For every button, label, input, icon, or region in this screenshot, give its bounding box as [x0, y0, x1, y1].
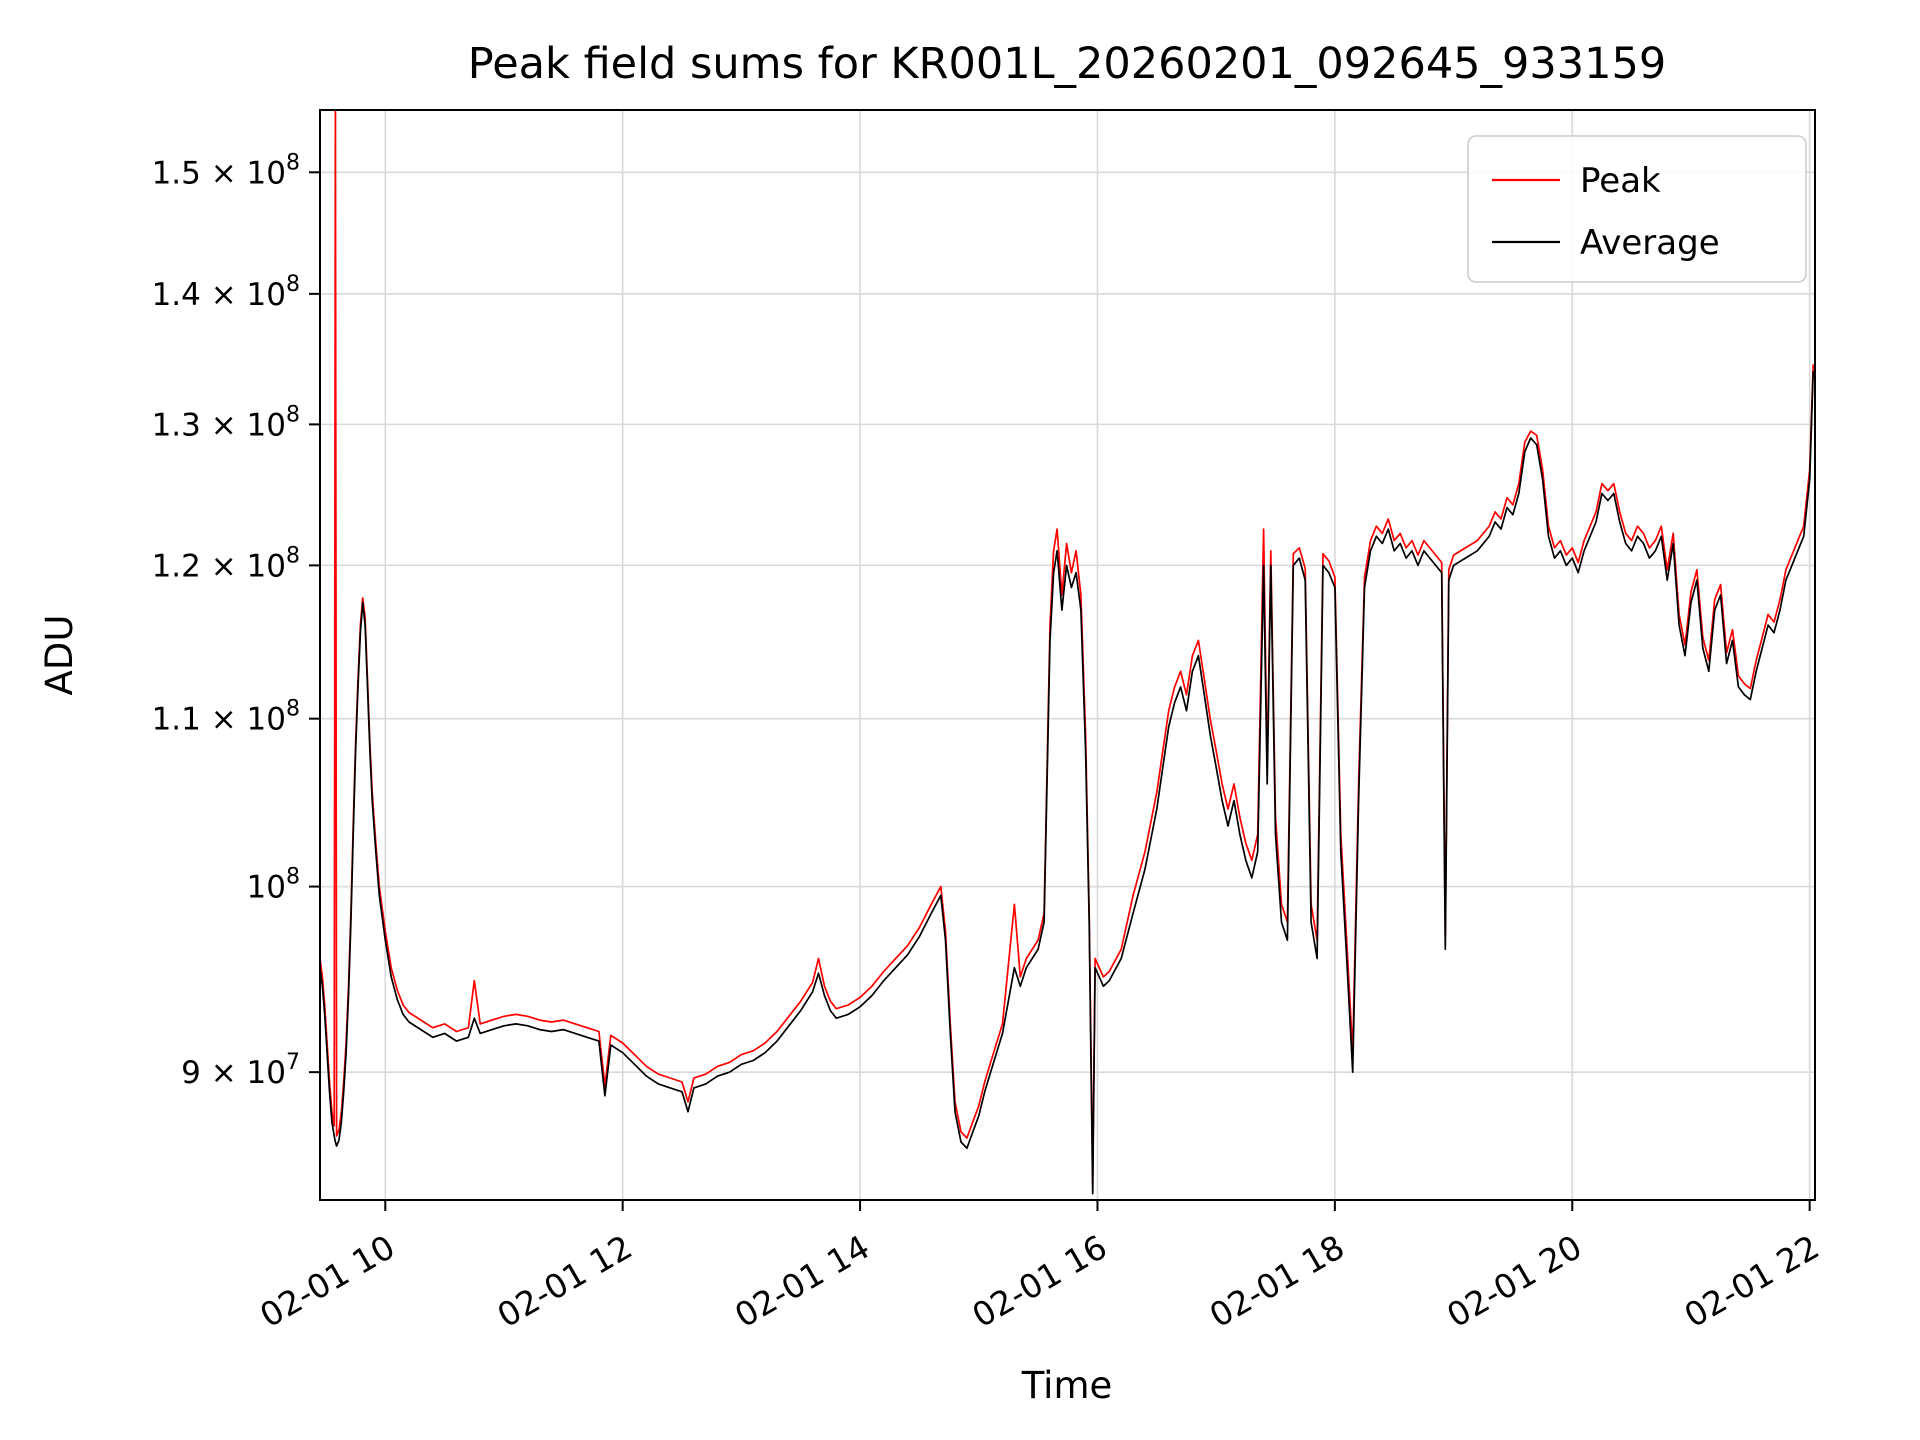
- y-tick-label: 9 × 107: [181, 1050, 300, 1091]
- y-tick-label: 1.5 × 108: [152, 150, 300, 191]
- series-average-line: [320, 370, 1815, 1195]
- x-tick-label: 02-01 16: [965, 1227, 1113, 1335]
- tick-marks: [309, 171, 1811, 1211]
- x-tick-label: 02-01 12: [491, 1227, 639, 1335]
- x-tick-label: 02-01 20: [1440, 1227, 1588, 1335]
- legend-box: [1467, 135, 1807, 283]
- legend-label-peak: Peak: [1580, 161, 1661, 201]
- y-tick-label: 1.1 × 108: [152, 697, 300, 738]
- x-axis-label: Time: [1021, 1364, 1113, 1407]
- chart-title: Peak field sums for KR001L_20260201_0926…: [468, 39, 1666, 89]
- plot-border: [319, 109, 1816, 1201]
- x-tick-label: 02-01 14: [728, 1227, 876, 1335]
- series-lines: [320, 110, 1815, 1195]
- y-tick-label: 1.2 × 108: [152, 543, 300, 584]
- y-tick-label: 1.4 × 108: [152, 272, 300, 313]
- x-tick-label: 02-01 22: [1678, 1227, 1826, 1335]
- legend: Peak Average: [1467, 135, 1807, 283]
- tick-labels: 9 × 107 108 1.1 × 108 1.2 × 108 1.3 × 108 1.4…: [152, 150, 1826, 1335]
- y-tick-label: 1.3 × 108: [152, 402, 300, 443]
- gridlines: [320, 110, 1815, 1200]
- x-tick-label: 02-01 18: [1203, 1227, 1351, 1335]
- y-tick-label: 108: [247, 865, 300, 906]
- legend-label-average: Average: [1580, 223, 1720, 263]
- x-tick-label: 02-01 10: [253, 1227, 401, 1335]
- y-axis-label: ADU: [38, 615, 81, 696]
- series-peak-line: [320, 110, 1815, 1185]
